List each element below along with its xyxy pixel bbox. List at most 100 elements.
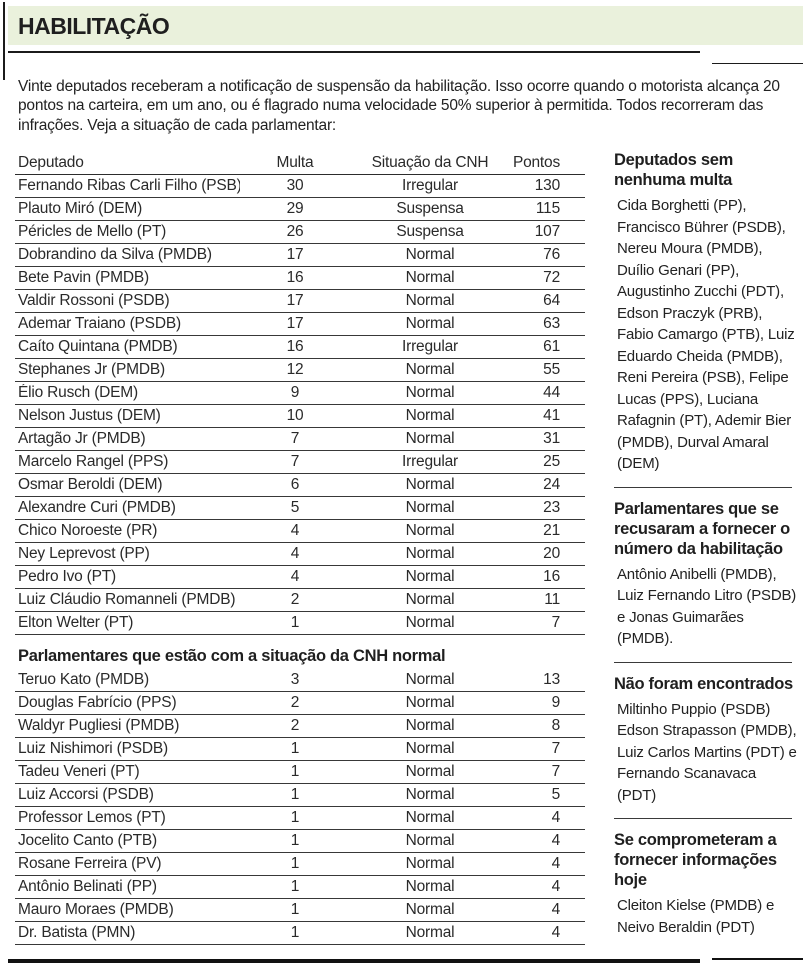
- deputy-name: Artagão Jr (PMDB): [18, 430, 146, 447]
- table-row: Elton Welter (PT) 1 Normal 7: [15, 612, 585, 635]
- sidebar-section-body: Cleiton Kielse (PMDB) e Neivo Beraldin (…: [617, 897, 775, 936]
- deputy-name: Nelson Justus (DEM): [18, 407, 161, 424]
- points: 44: [543, 384, 560, 401]
- fines-count: 16: [286, 269, 304, 286]
- points: 9: [551, 694, 561, 711]
- deputy-name: Ney Leprevost (PP): [18, 545, 150, 562]
- fines-count: 4: [290, 568, 300, 585]
- deputy-name: Ademar Traiano (PSDB): [18, 315, 181, 332]
- fines-count: 1: [290, 855, 300, 872]
- bottom-rule-right-segment: [712, 958, 803, 960]
- points: 64: [543, 292, 560, 309]
- deputy-name: Caíto Quintana (PMDB): [18, 338, 178, 355]
- fines-count: 3: [290, 671, 300, 688]
- cnh-status: Normal: [405, 717, 455, 734]
- table-body-section-2: Teruo Kato (PMDB) 3 Normal 13 Douglas Fabríc…: [15, 669, 585, 945]
- fines-count: 17: [286, 246, 304, 263]
- fines-count: 16: [286, 338, 304, 355]
- points: 7: [551, 740, 561, 757]
- deputy-name: Plauto Miró (DEM): [18, 200, 143, 217]
- points: 13: [543, 671, 560, 688]
- cnh-status: Normal: [405, 269, 455, 286]
- table-body-section-1: Fernando Ribas Carli Filho (PSB) 30 Irregu…: [15, 175, 585, 635]
- fines-count: 2: [290, 694, 300, 711]
- table-row: Alexandre Curi (PMDB) 5 Normal 23: [15, 497, 585, 520]
- table-row: Nelson Justus (DEM) 10 Normal 41: [15, 405, 585, 428]
- points: 24: [543, 476, 560, 493]
- deputy-name: Luiz Nishimori (PSDB): [18, 740, 168, 757]
- deputy-name: Dr. Batista (PMN): [18, 924, 136, 941]
- fines-count: 5: [290, 499, 300, 516]
- points: 107: [534, 223, 560, 240]
- points: 11: [544, 591, 560, 608]
- table-row: Marcelo Rangel (PPS) 7 Irregular 25: [15, 451, 585, 474]
- table-row: Mauro Moraes (PMDB) 1 Normal 4: [15, 899, 585, 922]
- deputy-name: Luiz Accorsi (PSDB): [18, 786, 154, 803]
- cnh-status: Normal: [405, 476, 455, 493]
- table-row: Valdir Rossoni (PSDB) 17 Normal 64: [15, 290, 585, 313]
- deputy-name: Marcelo Rangel (PPS): [18, 453, 169, 470]
- sidebar-divider: [614, 818, 792, 819]
- cnh-status: Normal: [405, 763, 455, 780]
- table-row: Luiz Nishimori (PSDB) 1 Normal 7: [15, 738, 585, 761]
- col-header-pontos: Pontos: [512, 153, 560, 171]
- fines-count: 4: [290, 545, 300, 562]
- sidebar-section-title: Se comprometeram a fornecer informações …: [614, 831, 777, 889]
- fines-table: Deputado Multa Situação da CNH Pontos Fe…: [15, 151, 585, 945]
- fines-count: 1: [290, 832, 300, 849]
- cnh-status: Irregular: [402, 338, 458, 355]
- deputy-name: Douglas Fabrício (PPS): [18, 694, 177, 711]
- table-row: Professor Lemos (PT) 1 Normal 4: [15, 807, 585, 830]
- table-row: Artagão Jr (PMDB) 7 Normal 31: [15, 428, 585, 451]
- points: 20: [543, 545, 560, 562]
- cnh-status: Normal: [405, 924, 455, 941]
- fines-count: 1: [290, 614, 300, 631]
- table-row: Teruo Kato (PMDB) 3 Normal 13: [15, 669, 585, 692]
- section2-title: Parlamentares que estão com a situação d…: [18, 647, 446, 665]
- points: 7: [551, 763, 561, 780]
- sidebar-section-body: Antônio Anibelli (PMDB), Luiz Fernando L…: [617, 565, 797, 648]
- points: 31: [543, 430, 560, 447]
- header-rule-right-segment: [712, 63, 803, 64]
- deputy-name: Professor Lemos (PT): [18, 809, 166, 826]
- fines-count: 9: [290, 384, 300, 401]
- sidebar-divider: [614, 486, 792, 488]
- points: 4: [551, 878, 561, 895]
- deputy-name: Osmar Beroldi (DEM): [18, 476, 163, 493]
- cnh-status: Normal: [405, 832, 455, 849]
- table-row: Stephanes Jr (PMDB) 12 Normal 55: [15, 359, 585, 382]
- points: 4: [551, 855, 561, 872]
- page-title: HABILITAÇÃO: [18, 13, 170, 39]
- points: 4: [551, 809, 561, 826]
- points: 21: [543, 522, 560, 539]
- points: 63: [543, 315, 560, 332]
- points: 4: [551, 832, 561, 849]
- cnh-status: Normal: [405, 855, 455, 872]
- bottom-rule: [8, 959, 700, 963]
- cnh-status: Normal: [405, 901, 455, 918]
- cnh-status: Normal: [405, 568, 455, 585]
- cnh-status: Normal: [405, 671, 455, 688]
- deputy-name: Antônio Belinati (PP): [18, 878, 157, 895]
- cnh-status: Normal: [405, 614, 455, 631]
- cnh-status: Normal: [405, 407, 455, 424]
- deputy-name: Luiz Cláudio Romanneli (PMDB): [18, 591, 236, 608]
- fines-count: 1: [290, 924, 300, 941]
- header-rule: [8, 51, 700, 53]
- col-header-deputado: Deputado: [18, 153, 84, 171]
- cnh-status: Normal: [405, 786, 455, 803]
- fines-count: 4: [290, 522, 300, 539]
- points: 16: [543, 568, 560, 585]
- deputy-name: Waldyr Pugliesi (PMDB): [18, 717, 180, 734]
- fines-count: 30: [286, 177, 304, 194]
- cnh-status: Normal: [405, 522, 455, 539]
- sidebar: Deputados sem nenhuma multa Cida Borghett…: [614, 150, 797, 950]
- cnh-status: Suspensa: [396, 223, 464, 240]
- table-row: Rosane Ferreira (PV) 1 Normal 4: [15, 853, 585, 876]
- sidebar-section-title: Parlamentares que se recusaram a fornece…: [614, 499, 790, 558]
- points: 76: [543, 246, 560, 263]
- cnh-status: Irregular: [402, 177, 458, 194]
- fines-count: 2: [290, 591, 300, 608]
- points: 61: [543, 338, 560, 355]
